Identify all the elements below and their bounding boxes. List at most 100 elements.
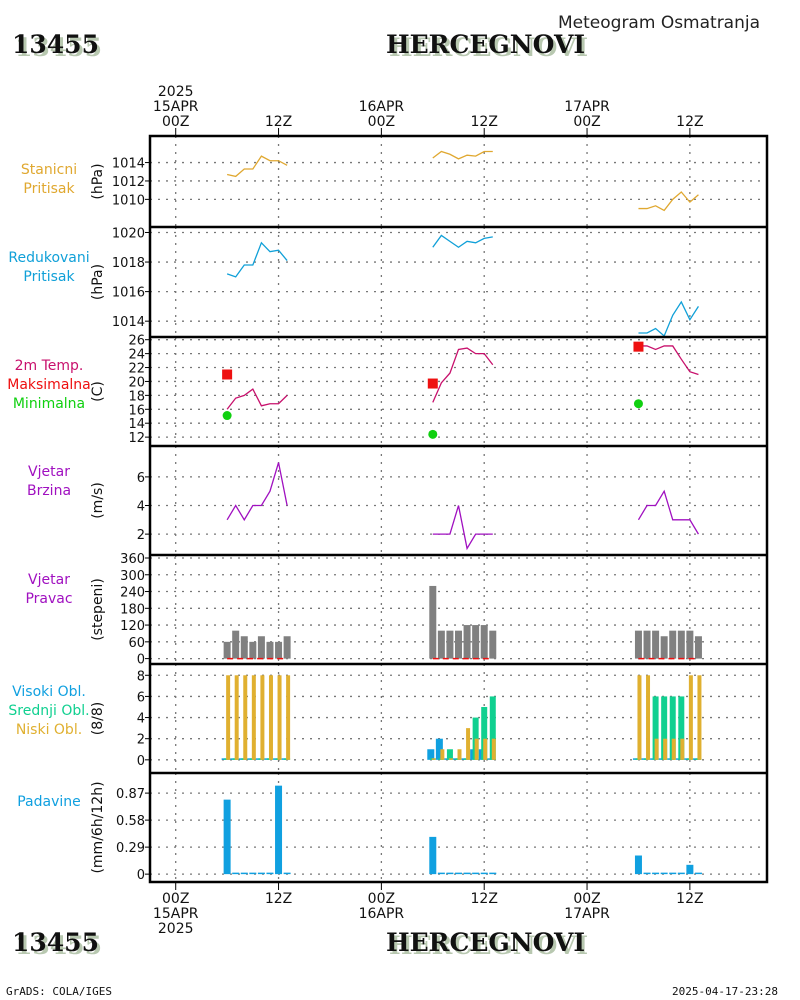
bar-clouds bbox=[226, 675, 231, 760]
time-tick-label: 12Z bbox=[470, 891, 498, 907]
series-line bbox=[432, 234, 493, 249]
y-tick-label: 8 bbox=[137, 669, 145, 684]
tmax-marker bbox=[427, 378, 438, 389]
bar-clouds bbox=[268, 675, 273, 760]
y-tick-label: 20 bbox=[128, 375, 145, 390]
y-tick-label: 4 bbox=[137, 500, 145, 515]
station-name-top: HERCEGNOVI bbox=[386, 30, 586, 59]
bar-precipitation bbox=[437, 872, 445, 875]
bar-clouds bbox=[277, 675, 282, 760]
bar-precipitation bbox=[686, 864, 694, 875]
axis-unit-label: (m/s) bbox=[90, 482, 106, 519]
axis-unit-label: (8/8) bbox=[90, 702, 106, 735]
y-tick-label: 1014 bbox=[112, 315, 145, 330]
bar-clouds bbox=[646, 675, 651, 760]
bar-wind-direction bbox=[455, 630, 462, 659]
tmin-marker bbox=[222, 411, 232, 421]
axis-unit-label: (hPa) bbox=[90, 264, 106, 300]
tmax-marker bbox=[222, 369, 233, 380]
series-line bbox=[637, 489, 700, 535]
y-tick-label: 0 bbox=[137, 868, 145, 883]
y-tick-label: 1018 bbox=[112, 256, 145, 271]
bar-precipitation bbox=[455, 872, 462, 875]
bar-wind-direction bbox=[463, 625, 471, 659]
bar-wind-direction bbox=[283, 636, 291, 659]
bar-precipitation bbox=[694, 872, 702, 875]
bar-wind-direction bbox=[669, 630, 677, 659]
y-tick-label: 2 bbox=[137, 528, 145, 543]
bar-precipitation bbox=[634, 855, 642, 875]
series-line bbox=[226, 155, 288, 178]
time-tick-label: 17APR 00Z bbox=[564, 99, 610, 130]
time-tick-label: 00Z 16APR bbox=[358, 891, 405, 922]
panel-wind-speed: 2 4 6 (m/s) bbox=[90, 446, 767, 555]
y-tick-label: 2 bbox=[137, 733, 145, 748]
bar-precipitation bbox=[643, 872, 651, 875]
y-tick-label: 26 bbox=[128, 334, 145, 349]
panel-label-clouds: Visoki Obl. bbox=[12, 683, 86, 700]
panel-label-clouds: Niski Obl. bbox=[15, 721, 83, 738]
bar-wind-direction bbox=[652, 630, 660, 659]
bar-precipitation bbox=[660, 872, 668, 875]
panel-reduced-pressure: 1014 1016 1018 1020 (hPa) bbox=[90, 226, 767, 338]
station-id-bottom: 13455 bbox=[12, 928, 99, 957]
bar-clouds bbox=[243, 675, 248, 760]
station-id-top: 13455 bbox=[12, 30, 99, 59]
panel-precipitation: 0 0.29 0.58 0.87 (mm/6h/12h) bbox=[90, 773, 767, 883]
bar-precipitation bbox=[249, 872, 257, 875]
bar-precipitation bbox=[472, 872, 480, 875]
bar-clouds bbox=[474, 738, 479, 760]
bar-clouds bbox=[286, 675, 291, 760]
y-tick-label: 24 bbox=[128, 348, 145, 363]
bar-precipitation bbox=[446, 872, 454, 875]
y-tick-label: 0 bbox=[137, 754, 145, 769]
bar-wind-direction bbox=[249, 641, 257, 659]
tmin-marker bbox=[633, 399, 643, 409]
y-tick-label: 12 bbox=[128, 431, 145, 446]
axis-unit-label: (mm/6h/12h) bbox=[90, 781, 106, 873]
bar-clouds bbox=[483, 738, 488, 760]
bar-wind-direction bbox=[266, 641, 274, 659]
bar-wind-direction bbox=[257, 636, 265, 659]
bar-precipitation bbox=[489, 872, 497, 875]
y-tick-label: 240 bbox=[120, 586, 145, 601]
y-tick-label: 16 bbox=[128, 403, 145, 418]
time-tick-label: 12Z bbox=[676, 891, 704, 907]
tmin-marker bbox=[428, 429, 438, 439]
panel-label-station-pressure: Stanicni bbox=[20, 162, 78, 178]
y-tick-label: 0.58 bbox=[116, 814, 145, 829]
bar-precipitation bbox=[480, 872, 488, 875]
bar-precipitation bbox=[283, 872, 291, 875]
bar-precipitation bbox=[257, 872, 265, 875]
series-line bbox=[432, 347, 494, 403]
y-tick-label: 0 bbox=[137, 653, 145, 668]
y-tick-label: 300 bbox=[120, 569, 145, 584]
bar-wind-direction bbox=[677, 630, 685, 659]
bar-clouds bbox=[680, 738, 685, 760]
bar-clouds bbox=[652, 696, 659, 760]
time-tick-label: 12Z bbox=[264, 114, 293, 130]
panel-label-temperature: Maksimalna bbox=[7, 376, 91, 393]
bar-wind-direction bbox=[686, 630, 694, 659]
panel-station-pressure: 1010 1012 1014 (hPa) bbox=[90, 136, 767, 227]
bar-clouds bbox=[448, 758, 453, 760]
bar-clouds bbox=[654, 738, 659, 760]
bar-wind-direction bbox=[240, 636, 248, 659]
bar-clouds bbox=[489, 696, 496, 760]
time-tick-label: 12Z bbox=[676, 114, 704, 130]
axis-unit-label: (hPa) bbox=[90, 163, 106, 199]
bar-precipitation bbox=[669, 872, 677, 875]
station-name-bottom: HERCEGNOVI bbox=[386, 928, 586, 957]
bar-clouds bbox=[491, 738, 496, 760]
y-tick-label: 1012 bbox=[112, 175, 145, 190]
bar-clouds bbox=[427, 749, 435, 760]
series-line bbox=[432, 505, 493, 551]
series-line bbox=[226, 388, 288, 410]
chart-subtitle: Meteogram Osmatranja bbox=[558, 13, 761, 33]
panel-label-wind-direction: Pravac bbox=[25, 591, 73, 607]
bar-clouds bbox=[637, 675, 642, 760]
panel-label-clouds: Srednji Obl. bbox=[8, 702, 90, 719]
panel-label-reduced-pressure: Pritisak bbox=[23, 269, 75, 285]
